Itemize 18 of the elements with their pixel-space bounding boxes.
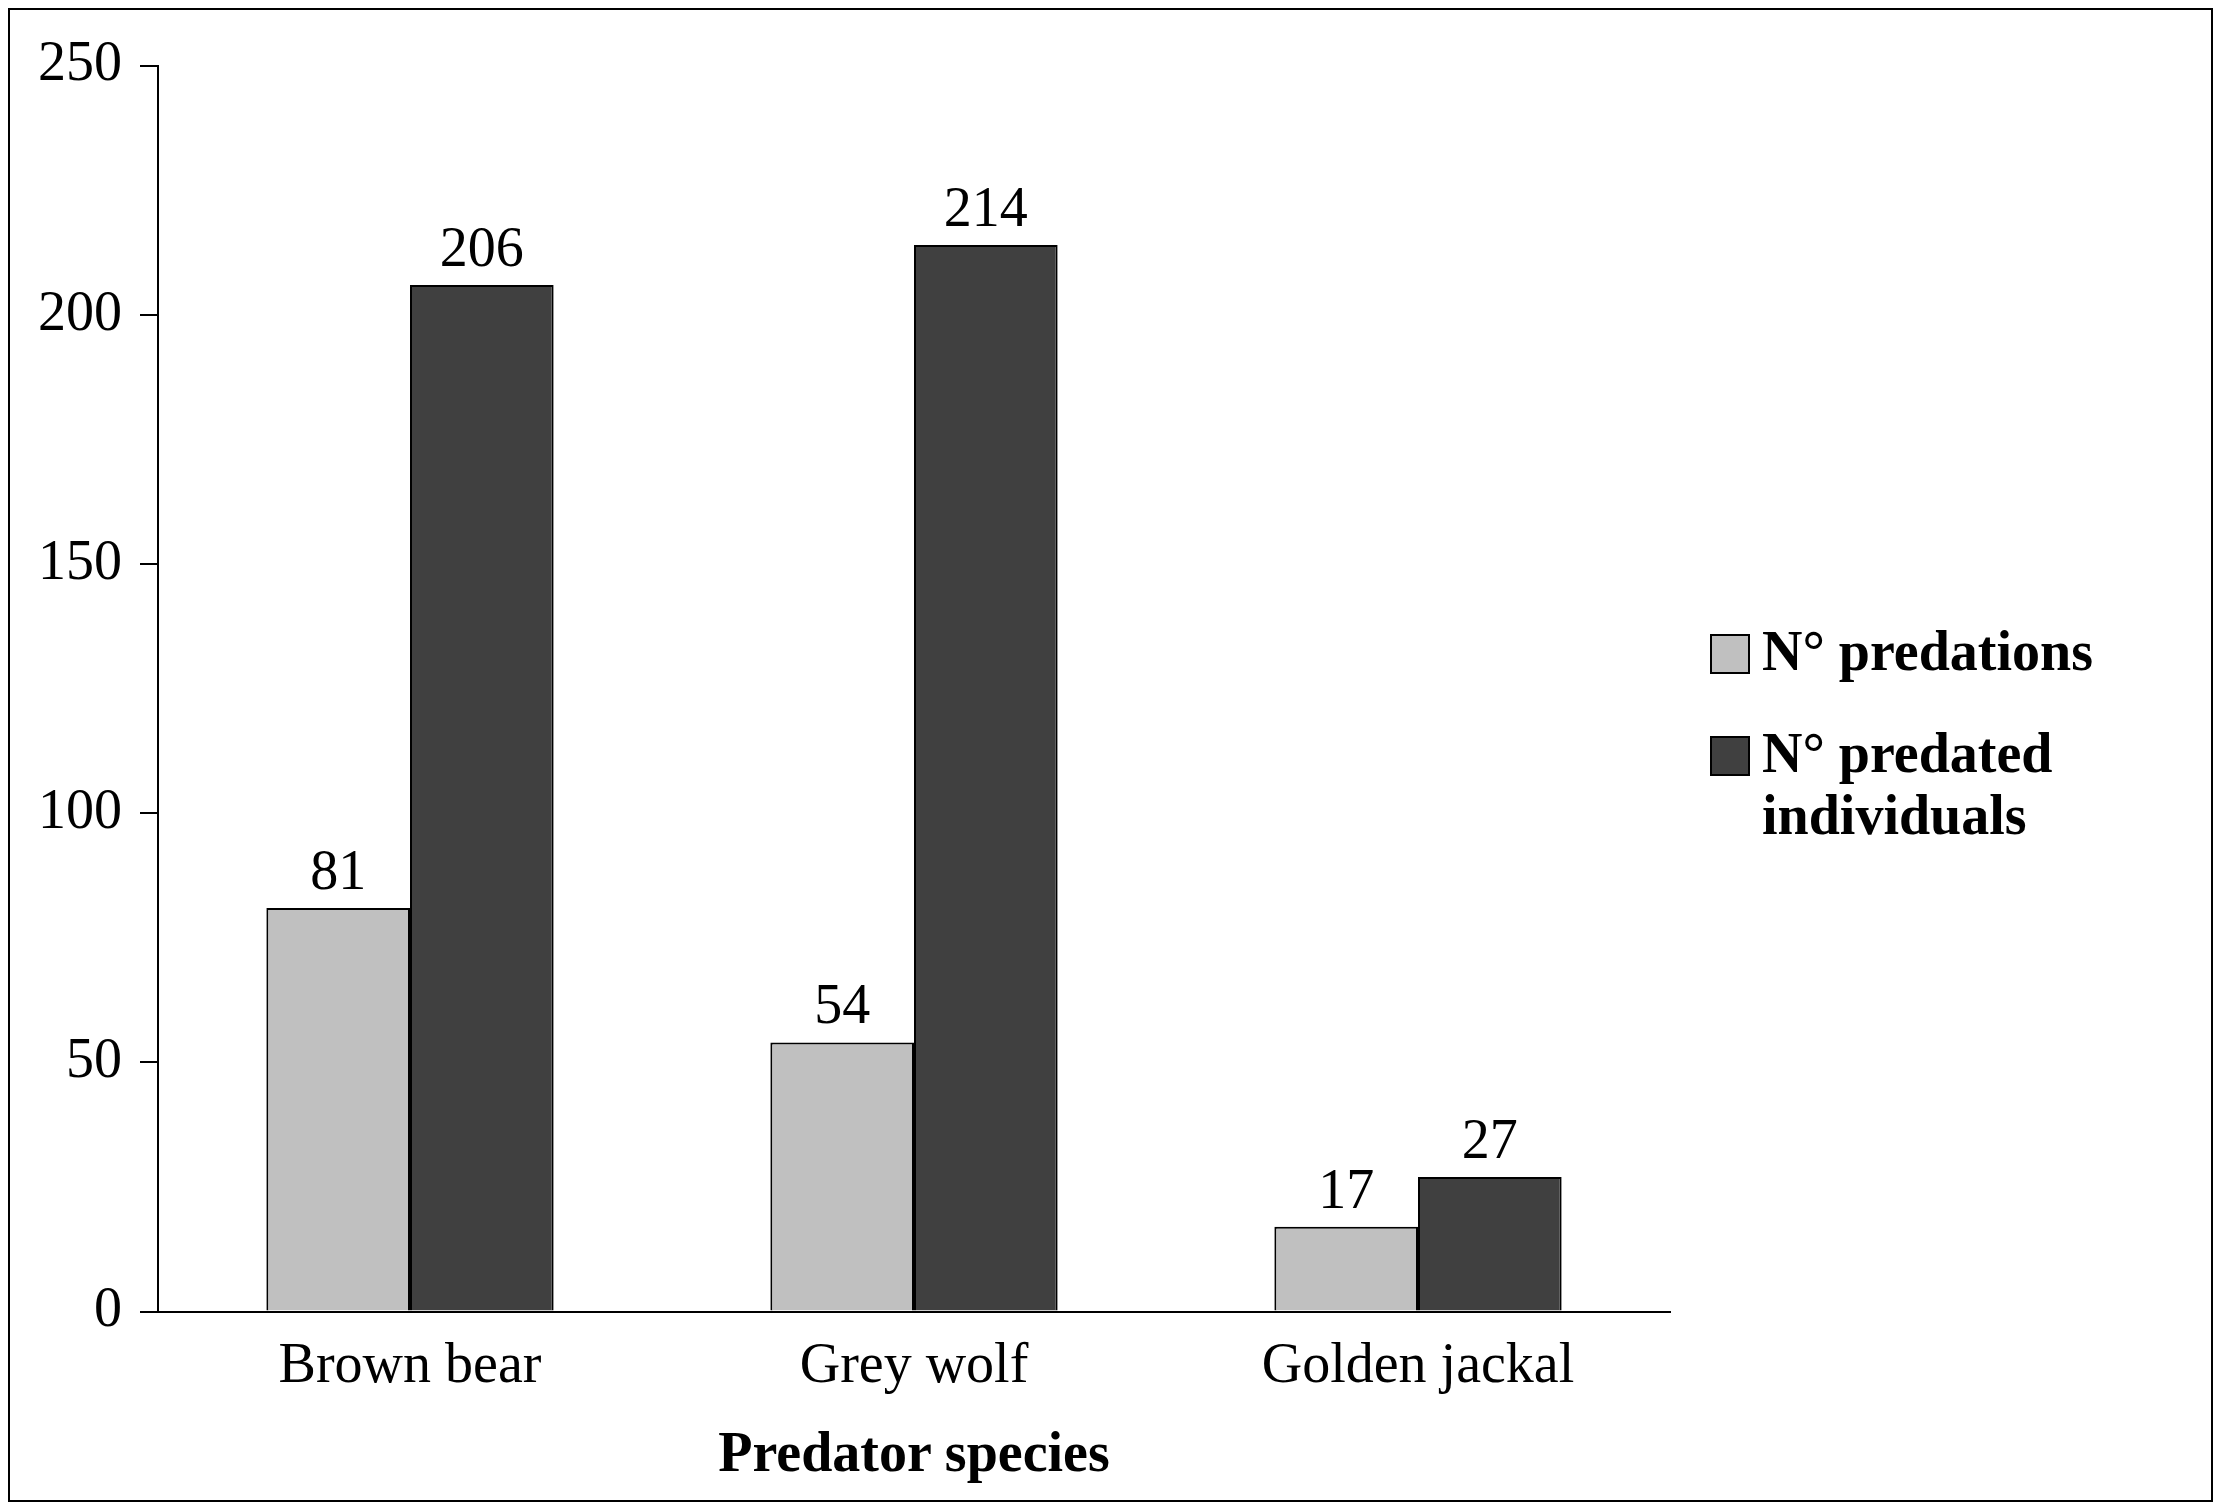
y-tick-label: 100 <box>38 777 122 840</box>
y-tick-label: 0 <box>94 1276 122 1339</box>
data-label: 17 <box>1318 1157 1375 1220</box>
x-tick-label: Golden jackal <box>1261 1331 1575 1394</box>
data-label: 214 <box>943 175 1028 238</box>
data-label: 206 <box>439 215 524 278</box>
legend-label: N° predated individuals <box>1762 722 2054 846</box>
data-label: 81 <box>310 838 367 901</box>
x-tick-label: Brown bear <box>278 1331 542 1394</box>
legend-label: N° predations <box>1762 620 2093 682</box>
y-tick-label: 250 <box>38 30 122 93</box>
x-axis-title: Predator species <box>718 1420 1110 1483</box>
y-tick-label: 50 <box>66 1027 122 1090</box>
y-tick-label: 200 <box>38 279 122 342</box>
y-tick-label: 150 <box>38 528 122 591</box>
data-label: 27 <box>1461 1107 1518 1170</box>
x-tick-label: Grey wolf <box>799 1331 1029 1394</box>
data-label: 54 <box>814 973 871 1036</box>
